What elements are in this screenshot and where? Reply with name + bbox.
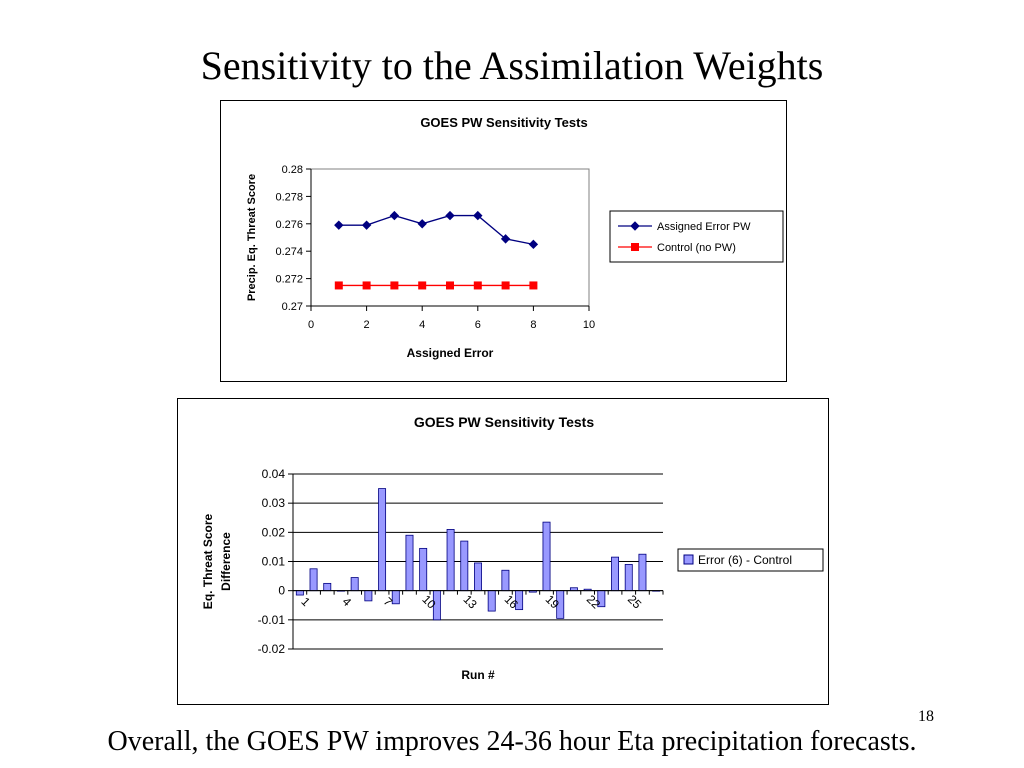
chart1-data-point (446, 281, 454, 290)
chart2-bar (501, 569, 510, 592)
chart1-series-assigned-error-pw (334, 210, 539, 250)
chart2-x-tick-label: 25 (625, 592, 645, 612)
chart1-x-tick-label: 4 (419, 319, 425, 331)
chart2-y-tick-label: 0.04 (262, 467, 286, 481)
chart1-legend-label: Control (no PW) (657, 242, 736, 254)
chart2-bar (419, 547, 428, 592)
chart2-x-tick-label: 13 (460, 592, 480, 612)
chart1-y-tick-label: 0.272 (275, 274, 303, 286)
page-number: 18 (918, 708, 934, 725)
chart1-y-label: Precip. Eq. Threat Score (246, 174, 258, 301)
chart2-legend-label: Error (6) - Control (698, 553, 792, 567)
chart2-y-tick-label: -0.01 (258, 613, 286, 627)
chart1-data-point (334, 281, 343, 290)
chart2-bar (295, 590, 304, 596)
chart2-legend-swatch (683, 554, 694, 565)
bar-chart-panel: GOES PW Sensitivity Tests -0.02 -0.01 0 0.01… (177, 398, 829, 705)
chart1-series-line (338, 214, 534, 245)
chart1-x-tick-label: 0 (308, 319, 314, 331)
chart1-data-point (361, 220, 372, 230)
chart2-bar (487, 590, 496, 612)
chart2-y-label-line2: Difference (219, 532, 233, 591)
chart1-data-point (389, 210, 400, 221)
chart1-data-point (501, 281, 510, 290)
chart2-y-tick-label: -0.02 (258, 642, 286, 656)
chart2-y-tick-label: 0 (278, 584, 285, 598)
chart2-bar (350, 577, 359, 592)
chart1-x-tick-label: 6 (475, 319, 481, 331)
chart2-bar (323, 582, 332, 592)
chart1-data-point (473, 210, 483, 221)
chart1-data-point (390, 281, 399, 290)
chart1-y-tick-label: 0.28 (282, 164, 303, 176)
chart1-legend-marker (631, 243, 639, 251)
chart2-title: GOES PW Sensitivity Tests (414, 414, 594, 430)
chart2-bar (624, 564, 633, 592)
chart2-bar (611, 556, 619, 592)
chart2-y-label-line1: Eq. Threat Score (201, 514, 215, 610)
slide-title: Sensitivity to the Assimilation Weights (200, 43, 824, 88)
chart2-y-tick-label: 0.03 (262, 496, 286, 510)
chart2-bar (460, 540, 469, 592)
chart2-bar (405, 534, 414, 592)
chart2-x-tick-label: 4 (339, 595, 354, 610)
chart1-legend: Assigned Error PW Control (no PW) (609, 210, 784, 263)
chart1-y-tick-label: 0.27 (282, 301, 303, 313)
chart1-x-tick-label: 2 (364, 319, 370, 331)
chart2-x-label: Run # (461, 668, 495, 682)
chart1-data-point (528, 239, 539, 250)
chart2-bar (309, 568, 318, 592)
chart1-title: GOES PW Sensitivity Tests (420, 115, 587, 130)
line-chart-panel: GOES PW Sensitivity Tests 0.27 0.272 0.274 0… (220, 100, 787, 382)
chart1-data-point (500, 234, 511, 244)
chart1-x-tick-label: 10 (583, 319, 595, 331)
chart1-y-tick-label: 0.276 (275, 219, 303, 231)
chart2-bar (474, 562, 482, 592)
chart1-series-control-no-pw (334, 281, 538, 290)
chart1-data-point (445, 210, 455, 221)
chart2-legend: Error (6) - Control (677, 548, 824, 572)
chart2-bar (364, 590, 373, 602)
chart1-data-point (418, 281, 427, 290)
chart1-legend-box (609, 210, 784, 263)
chart2-y-tick-label: 0.02 (262, 525, 286, 539)
chart1-x-tick-label: 8 (530, 319, 536, 331)
bar-chart-svg: GOES PW Sensitivity Tests -0.02 -0.01 0 0.01… (201, 414, 824, 682)
chart2-bar (378, 488, 387, 592)
chart1-y-tick-label: 0.274 (275, 246, 303, 258)
chart1-data-point (529, 281, 538, 290)
chart2-bar (446, 529, 455, 592)
chart2-x-tick-label: 1 (298, 595, 313, 610)
chart2-bar (638, 553, 647, 592)
footer-note: Overall, the GOES PW improves 24-36 hour… (107, 726, 917, 757)
chart1-y-tick-label: 0.278 (275, 191, 303, 203)
chart1-data-point (334, 220, 344, 230)
chart1-data-point (362, 281, 371, 290)
line-chart-svg: GOES PW Sensitivity Tests 0.27 0.272 0.274 0… (246, 115, 784, 360)
chart1-legend-label: Assigned Error PW (657, 221, 751, 233)
chart2-bar (542, 521, 551, 592)
chart1-data-point (417, 219, 427, 229)
chart2-legend-box (677, 548, 824, 572)
chart1-data-point (473, 281, 482, 290)
chart1-legend-marker (630, 221, 640, 231)
chart2-y-tick-label: 0.01 (262, 555, 286, 569)
chart1-x-label: Assigned Error (407, 346, 494, 360)
